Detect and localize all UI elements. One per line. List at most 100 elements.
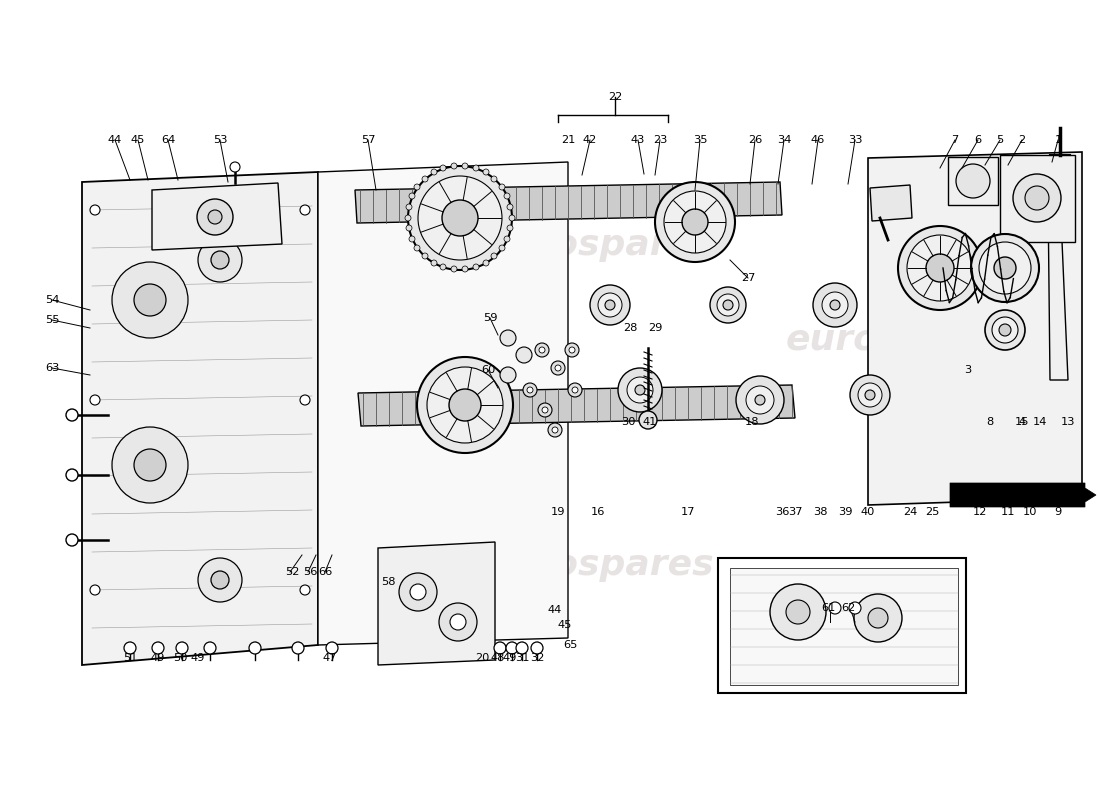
Circle shape — [409, 193, 415, 199]
Circle shape — [414, 245, 420, 251]
Circle shape — [572, 387, 578, 393]
Polygon shape — [152, 183, 282, 250]
Polygon shape — [82, 172, 318, 665]
Polygon shape — [318, 162, 568, 645]
Circle shape — [618, 368, 662, 412]
Text: 58: 58 — [381, 577, 395, 587]
Circle shape — [531, 642, 543, 654]
Circle shape — [300, 395, 310, 405]
Text: eurospares: eurospares — [785, 323, 1014, 357]
Text: 17: 17 — [681, 507, 695, 517]
Text: 51: 51 — [123, 653, 138, 663]
Circle shape — [451, 163, 456, 169]
Circle shape — [627, 377, 653, 403]
Circle shape — [999, 324, 1011, 336]
Text: 66: 66 — [318, 567, 332, 577]
Circle shape — [134, 284, 166, 316]
Circle shape — [230, 162, 240, 172]
Text: 45: 45 — [131, 135, 145, 145]
Text: 45: 45 — [558, 620, 572, 630]
Circle shape — [431, 260, 437, 266]
Circle shape — [500, 330, 516, 346]
Circle shape — [507, 225, 513, 231]
Circle shape — [565, 343, 579, 357]
Circle shape — [152, 642, 164, 654]
Circle shape — [539, 347, 544, 353]
Text: 61: 61 — [821, 603, 835, 613]
Text: 9: 9 — [1055, 507, 1061, 517]
Circle shape — [504, 236, 510, 242]
Text: 4: 4 — [1019, 417, 1025, 427]
Text: 22: 22 — [608, 92, 623, 102]
Circle shape — [506, 642, 518, 654]
Text: 14: 14 — [1033, 417, 1047, 427]
Circle shape — [770, 584, 826, 640]
Text: 26: 26 — [748, 135, 762, 145]
Circle shape — [134, 449, 166, 481]
Circle shape — [422, 176, 428, 182]
Polygon shape — [950, 483, 1096, 507]
Circle shape — [556, 365, 561, 371]
Circle shape — [449, 389, 481, 421]
Text: 16: 16 — [591, 507, 605, 517]
Circle shape — [462, 266, 468, 272]
Text: 1: 1 — [1055, 135, 1061, 145]
Circle shape — [500, 367, 516, 383]
Text: 2: 2 — [1019, 135, 1025, 145]
Text: eurospares: eurospares — [486, 548, 714, 582]
Circle shape — [462, 163, 468, 169]
Circle shape — [898, 226, 982, 310]
Circle shape — [984, 310, 1025, 350]
Polygon shape — [355, 182, 782, 223]
Text: 8: 8 — [987, 417, 993, 427]
Circle shape — [639, 411, 657, 429]
Circle shape — [568, 383, 582, 397]
Circle shape — [499, 184, 505, 190]
Text: 19: 19 — [551, 507, 565, 517]
Text: 54: 54 — [45, 295, 59, 305]
Polygon shape — [358, 385, 795, 426]
Text: 21: 21 — [561, 135, 575, 145]
Text: 49: 49 — [503, 653, 517, 663]
Circle shape — [542, 407, 548, 413]
Circle shape — [664, 191, 726, 253]
Text: 49: 49 — [151, 653, 165, 663]
Circle shape — [491, 176, 497, 182]
Circle shape — [854, 594, 902, 642]
Circle shape — [527, 387, 534, 393]
Bar — [718, 558, 966, 693]
Circle shape — [522, 383, 537, 397]
Circle shape — [473, 165, 478, 171]
Text: 47: 47 — [322, 653, 338, 663]
Circle shape — [439, 603, 477, 641]
Circle shape — [1013, 174, 1062, 222]
Circle shape — [516, 642, 528, 654]
Circle shape — [654, 182, 735, 262]
Circle shape — [736, 376, 784, 424]
Circle shape — [211, 571, 229, 589]
Circle shape — [509, 215, 515, 221]
Text: 46: 46 — [811, 135, 825, 145]
Circle shape — [548, 423, 562, 437]
Circle shape — [90, 585, 100, 595]
Text: 53: 53 — [212, 135, 228, 145]
Circle shape — [822, 292, 848, 318]
Circle shape — [300, 205, 310, 215]
Circle shape — [499, 245, 505, 251]
Circle shape — [66, 409, 78, 421]
Text: 59: 59 — [483, 313, 497, 323]
Circle shape — [292, 642, 304, 654]
Text: 24: 24 — [903, 507, 917, 517]
Circle shape — [552, 427, 558, 433]
Circle shape — [491, 253, 497, 259]
Circle shape — [908, 235, 974, 301]
Circle shape — [198, 238, 242, 282]
Circle shape — [422, 253, 428, 259]
Text: 15: 15 — [1014, 417, 1030, 427]
Circle shape — [507, 204, 513, 210]
Polygon shape — [378, 542, 495, 665]
Circle shape — [300, 585, 310, 595]
Text: 31: 31 — [515, 653, 529, 663]
Circle shape — [176, 642, 188, 654]
Text: 37: 37 — [788, 507, 802, 517]
